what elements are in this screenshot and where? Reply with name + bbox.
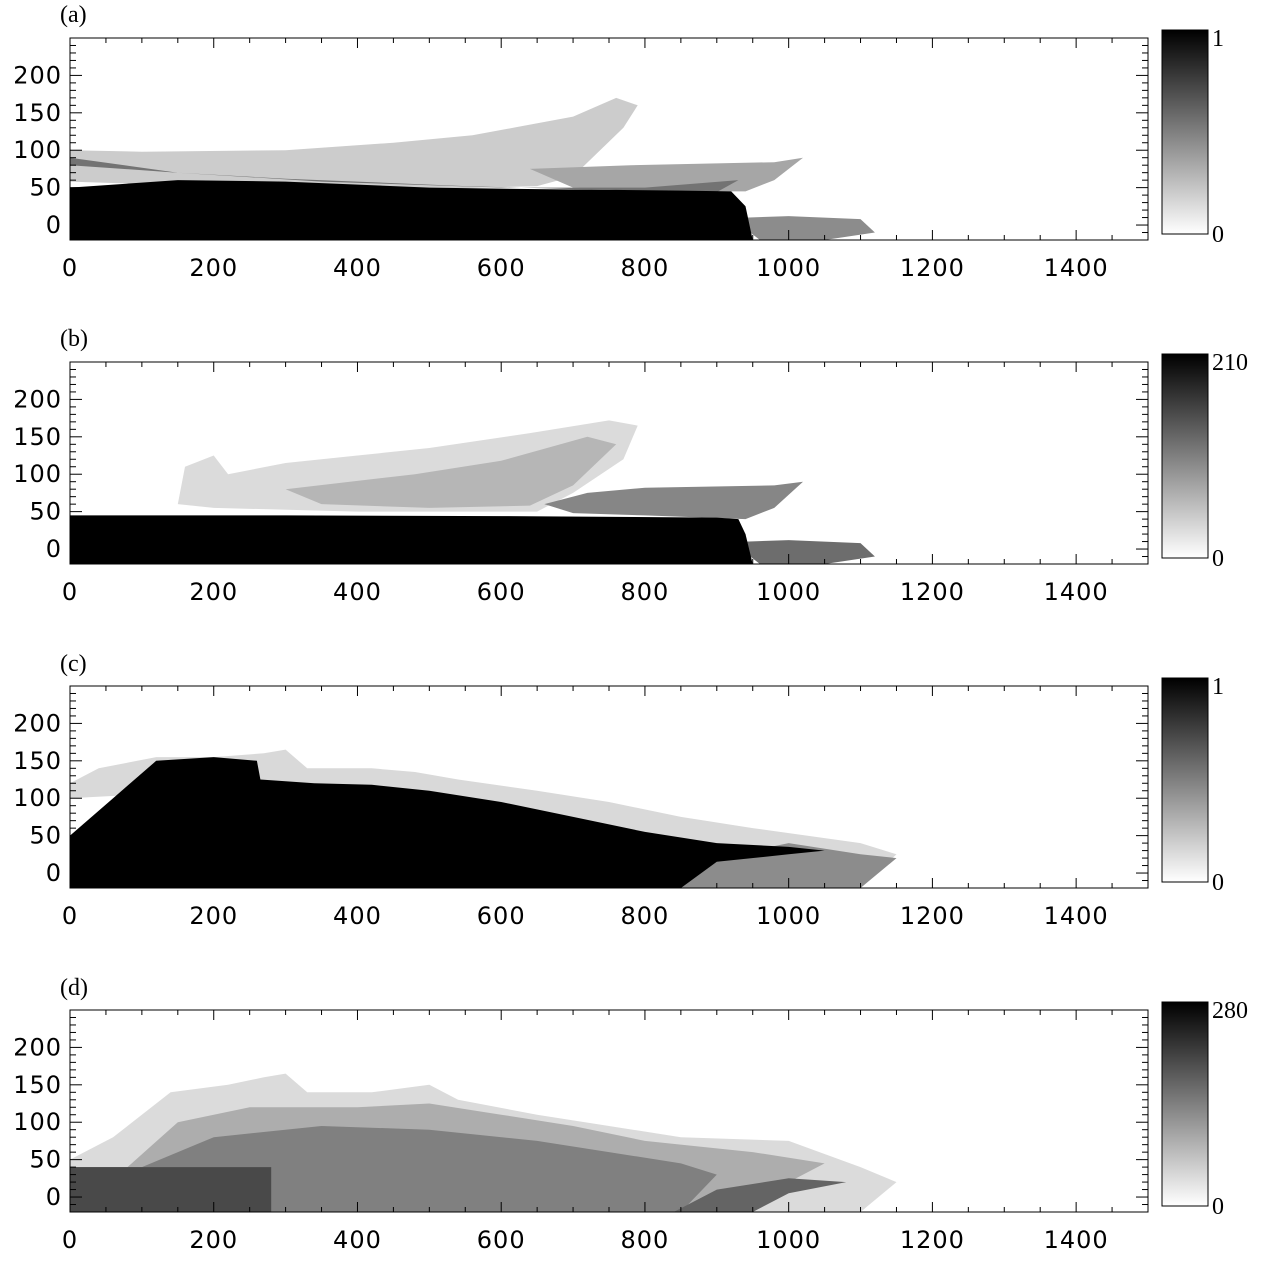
x-tick-label: 600 [477,902,526,930]
field-region-3 [673,1178,847,1212]
x-tick-label: 800 [621,902,670,930]
x-tick-label: 1400 [1044,902,1109,930]
x-tick-label: 600 [477,578,526,606]
x-tick-label: 600 [477,1226,526,1254]
y-tick-label: 0 [46,1183,62,1211]
y-tick-label: 150 [13,99,62,127]
colorbar-min-label: 0 [1212,870,1224,896]
field-region-3 [745,540,875,564]
field-region-3 [745,216,875,240]
panel-label-b: (b) [60,326,88,352]
colorbar-max-label: 280 [1212,998,1248,1024]
field-region-4 [70,515,753,564]
x-tick-label: 1000 [756,578,821,606]
y-tick-label: 200 [13,1033,62,1061]
x-tick-label: 200 [189,1226,238,1254]
x-tick-label: 200 [189,254,238,282]
x-tick-label: 800 [621,254,670,282]
x-tick-label: 1400 [1044,1226,1109,1254]
x-tick-label: 400 [333,1226,382,1254]
y-tick-label: 50 [29,174,62,202]
x-tick-label: 1200 [900,254,965,282]
field-region-1 [666,843,897,888]
y-tick-label: 150 [13,1071,62,1099]
x-tick-label: 0 [62,902,78,930]
panel-label-d: (d) [60,975,88,1001]
x-tick-label: 200 [189,578,238,606]
colorbar [1161,353,1209,559]
x-tick-label: 200 [189,902,238,930]
colorbar [1161,1001,1209,1207]
colorbar [1161,677,1209,883]
y-tick-label: 100 [13,784,62,812]
field-region-0 [70,97,638,190]
field-region-1 [285,436,617,508]
x-tick-label: 1400 [1044,254,1109,282]
y-tick-label: 150 [13,747,62,775]
x-tick-label: 1200 [900,902,965,930]
x-tick-label: 800 [621,1226,670,1254]
field-layer [70,420,875,564]
y-tick-label: 0 [46,535,62,563]
x-tick-label: 1000 [756,1226,821,1254]
y-tick-label: 200 [13,709,62,737]
colorbar [1161,29,1209,235]
panel-label-a: (a) [60,2,87,28]
x-tick-label: 400 [333,902,382,930]
panel-a: 0 200 400 600 800 1000 1200 1400 0 50 100 150 200 1 0 [13,26,1224,282]
field-region-2 [70,157,739,193]
x-tick-label: 400 [333,578,382,606]
y-tick-label: 100 [13,460,62,488]
field-region-4 [70,180,753,240]
x-tick-label: 0 [62,1226,78,1254]
panel-label-c: (c) [60,651,87,677]
field-layer [70,97,875,240]
field-layer [70,749,897,888]
x-tick-label: 1000 [756,902,821,930]
field-region-2 [544,481,803,520]
field-layer [70,1073,897,1212]
colorbar-max-label: 1 [1212,674,1224,700]
x-tick-label: 1200 [900,578,965,606]
panel-c: 0 200 400 600 800 1000 1200 1400 0 50 100 150 200 1 0 [13,674,1224,930]
y-tick-label: 50 [29,822,62,850]
colorbar-min-label: 0 [1212,222,1224,248]
x-tick-label: 0 [62,254,78,282]
field-region-2 [70,757,825,888]
x-tick-label: 1400 [1044,578,1109,606]
x-tick-label: 800 [621,578,670,606]
y-tick-label: 100 [13,136,62,164]
panel-d: 0 200 400 600 800 1000 1200 1400 0 50 100 150 200 280… [13,998,1248,1254]
y-tick-label: 50 [29,1146,62,1174]
x-tick-label: 1000 [756,254,821,282]
y-tick-label: 200 [13,61,62,89]
y-tick-label: 0 [46,859,62,887]
x-tick-label: 0 [62,578,78,606]
colorbar-max-label: 1 [1212,26,1224,52]
y-tick-label: 150 [13,423,62,451]
x-tick-label: 400 [333,254,382,282]
field-region-4 [70,1167,272,1212]
y-tick-label: 0 [46,211,62,239]
x-tick-label: 600 [477,254,526,282]
y-tick-label: 50 [29,498,62,526]
colorbar-min-label: 0 [1212,1194,1224,1220]
y-tick-label: 100 [13,1108,62,1136]
field-region-1 [529,157,803,192]
colorbar-max-label: 210 [1212,350,1248,376]
y-tick-label: 200 [13,385,62,413]
x-tick-label: 1200 [900,1226,965,1254]
colorbar-min-label: 0 [1212,546,1224,572]
panel-b: 0 200 400 600 800 1000 1200 1400 0 50 100 150 200 210… [13,350,1248,606]
